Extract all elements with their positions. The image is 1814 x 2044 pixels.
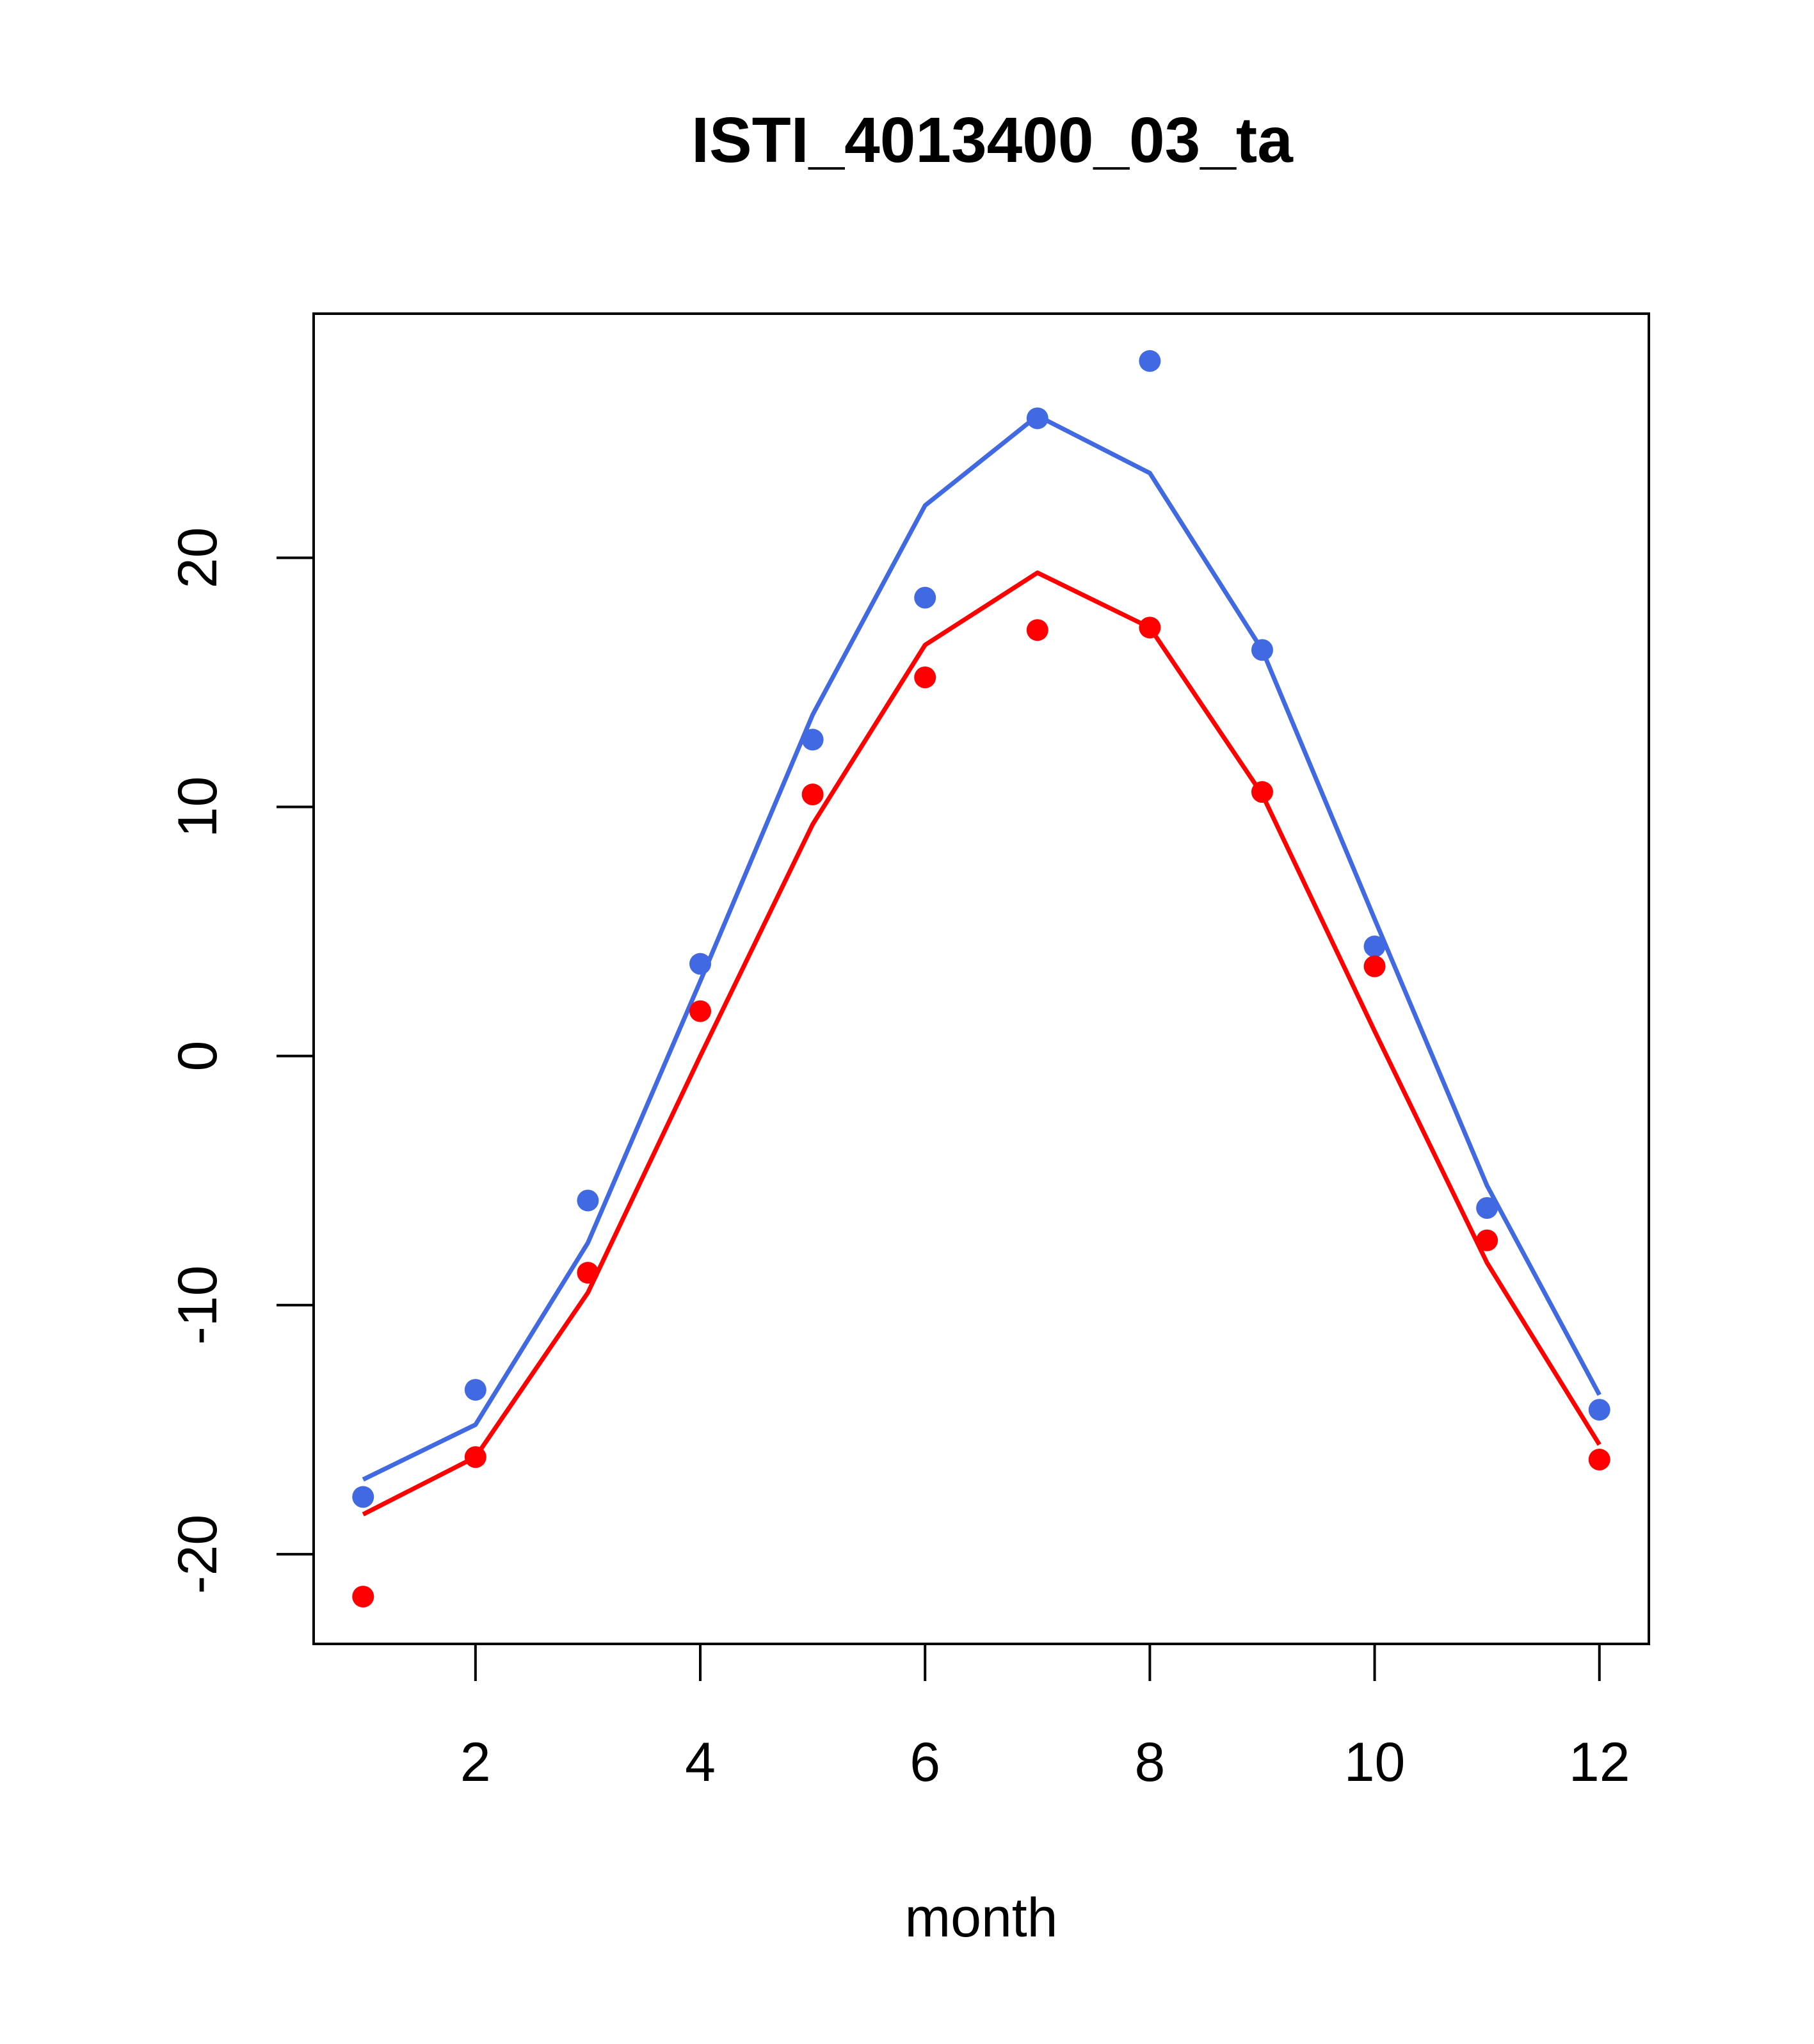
series-2-point xyxy=(577,1262,599,1284)
x-tick-label: 10 xyxy=(1344,1732,1406,1793)
y-tick-label: -10 xyxy=(167,1266,229,1345)
series-2-point xyxy=(1139,616,1161,639)
series-1-point xyxy=(464,1379,486,1401)
y-tick-label: 10 xyxy=(167,777,229,838)
series-1-point xyxy=(689,953,712,975)
x-tick-label: 2 xyxy=(460,1732,491,1793)
x-tick-label: 6 xyxy=(910,1732,940,1793)
series-2-point xyxy=(801,784,824,806)
series-1-point xyxy=(577,1189,599,1212)
series-1-point xyxy=(1476,1197,1498,1219)
y-tick-label: -20 xyxy=(167,1515,229,1594)
series-2-point xyxy=(914,666,936,689)
x-tick-label: 4 xyxy=(685,1732,716,1793)
x-axis: 2 4 6 8 10 12 xyxy=(460,1643,1630,1793)
x-axis-label: month xyxy=(904,1887,1057,1949)
series-2-point xyxy=(1251,781,1273,803)
series-1-point xyxy=(1251,639,1273,661)
series-2-point xyxy=(1363,955,1386,978)
series-2-point xyxy=(352,1586,374,1608)
series-1-point xyxy=(1363,935,1386,958)
x-tick-label: 12 xyxy=(1569,1732,1630,1793)
series-1-point xyxy=(352,1486,374,1508)
series-2-point xyxy=(1026,619,1048,641)
series-2-point xyxy=(1476,1229,1498,1251)
plot-frame xyxy=(312,312,1650,1645)
series-2-point xyxy=(1588,1449,1610,1471)
x-tick-label: 8 xyxy=(1134,1732,1165,1793)
series-layer xyxy=(352,350,1610,1608)
y-axis: -20 -10 0 10 20 xyxy=(167,527,315,1594)
series-1-point xyxy=(801,728,824,751)
series-1-point xyxy=(1026,407,1048,430)
y-tick-label: 0 xyxy=(167,1041,229,1072)
series-2-point xyxy=(464,1446,486,1469)
series-1-point xyxy=(1139,350,1161,372)
y-tick-label: 20 xyxy=(167,527,229,589)
chart-title: ISTI_4013400_03_ta xyxy=(691,104,1294,176)
series-2-point xyxy=(689,1000,712,1022)
series-1-point xyxy=(1588,1399,1610,1421)
series-1-line xyxy=(362,414,1601,1482)
series-1-point xyxy=(914,586,936,609)
series-2-line xyxy=(362,570,1601,1517)
